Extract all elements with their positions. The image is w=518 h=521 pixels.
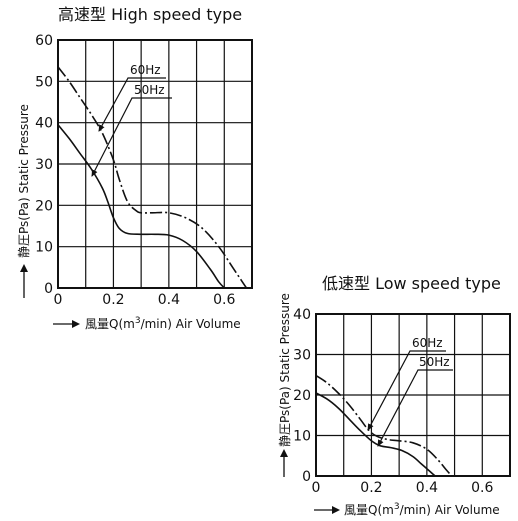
ticks: 0 10 20 30 40 0 0.2 0.4 0.6 bbox=[293, 307, 493, 496]
x-tick-label: 0.6 bbox=[213, 292, 235, 308]
x-tick-label: 0.4 bbox=[158, 292, 180, 308]
curves bbox=[57, 66, 248, 289]
y-tick-label: 50 bbox=[35, 74, 53, 90]
plot-frame bbox=[315, 313, 511, 477]
y-tick-label: 0 bbox=[44, 281, 53, 297]
x-tick-label: 0.6 bbox=[471, 480, 493, 496]
leader-50hz bbox=[91, 97, 172, 177]
series-line-50hz bbox=[315, 392, 436, 477]
x-axis-label: 風量Q(m3/min) Air Volume bbox=[85, 316, 241, 331]
grid bbox=[315, 313, 511, 477]
series-label-50hz: 50Hz bbox=[134, 83, 165, 97]
low-speed-chart: 低速型 Low speed type 0 10 20 30 40 0 0.2 0.4 0.6 静… bbox=[278, 274, 511, 517]
x-tick-label: 0 bbox=[54, 292, 63, 308]
series-line-50hz bbox=[57, 124, 225, 289]
y-tick-label: 30 bbox=[293, 348, 311, 364]
leader-60hz bbox=[367, 350, 446, 431]
x-tick-label: 0.2 bbox=[102, 292, 124, 308]
chart-title: 低速型 Low speed type bbox=[322, 274, 501, 293]
y-tick-label: 20 bbox=[293, 388, 311, 404]
x-tick-label: 0 bbox=[312, 480, 321, 496]
y-tick-label: 40 bbox=[293, 307, 311, 323]
series-label-60hz: 60Hz bbox=[130, 63, 161, 77]
y-tick-label: 30 bbox=[35, 157, 53, 173]
curves bbox=[315, 374, 453, 477]
grid bbox=[57, 39, 253, 289]
x-axis-label-group: 風量Q(m3/min) Air Volume bbox=[53, 316, 241, 331]
series-labels: 60Hz 50Hz bbox=[367, 336, 453, 447]
y-tick-label: 40 bbox=[35, 116, 53, 132]
high-speed-chart: 高速型 High speed type 0 10 20 30 40 50 60 0 0.2 0.4… bbox=[17, 5, 253, 331]
series-line-60hz bbox=[315, 374, 453, 477]
y-axis-label: 静圧Ps(Pa) Static Pressure bbox=[278, 293, 292, 447]
y-tick-label: 0 bbox=[302, 469, 311, 485]
y-axis-label-group: 静圧Ps(Pa) Static Pressure bbox=[17, 104, 31, 298]
y-tick-label: 60 bbox=[35, 33, 53, 49]
series-line-60hz bbox=[57, 66, 248, 289]
plot-frame bbox=[57, 39, 253, 289]
x-tick-label: 0.2 bbox=[360, 480, 382, 496]
series-label-60hz: 60Hz bbox=[412, 336, 443, 350]
y-tick-label: 10 bbox=[293, 429, 311, 445]
y-tick-label: 10 bbox=[35, 240, 53, 256]
x-tick-label: 0.4 bbox=[416, 480, 438, 496]
series-label-50hz: 50Hz bbox=[419, 355, 450, 369]
leader-60hz bbox=[98, 77, 166, 132]
x-axis-label: 風量Q(m3/min) Air Volume bbox=[344, 502, 500, 517]
leader-50hz bbox=[377, 369, 453, 447]
ticks: 0 10 20 30 40 50 60 0 0.2 0.4 0.6 bbox=[35, 33, 235, 308]
x-axis-label-group: 風量Q(m3/min) Air Volume bbox=[314, 502, 500, 517]
y-axis-label: 静圧Ps(Pa) Static Pressure bbox=[17, 104, 31, 258]
y-tick-label: 20 bbox=[35, 198, 53, 214]
series-labels: 60Hz 50Hz bbox=[91, 63, 172, 177]
y-axis-label-group: 静圧Ps(Pa) Static Pressure bbox=[278, 293, 292, 477]
chart-title: 高速型 High speed type bbox=[58, 5, 242, 24]
